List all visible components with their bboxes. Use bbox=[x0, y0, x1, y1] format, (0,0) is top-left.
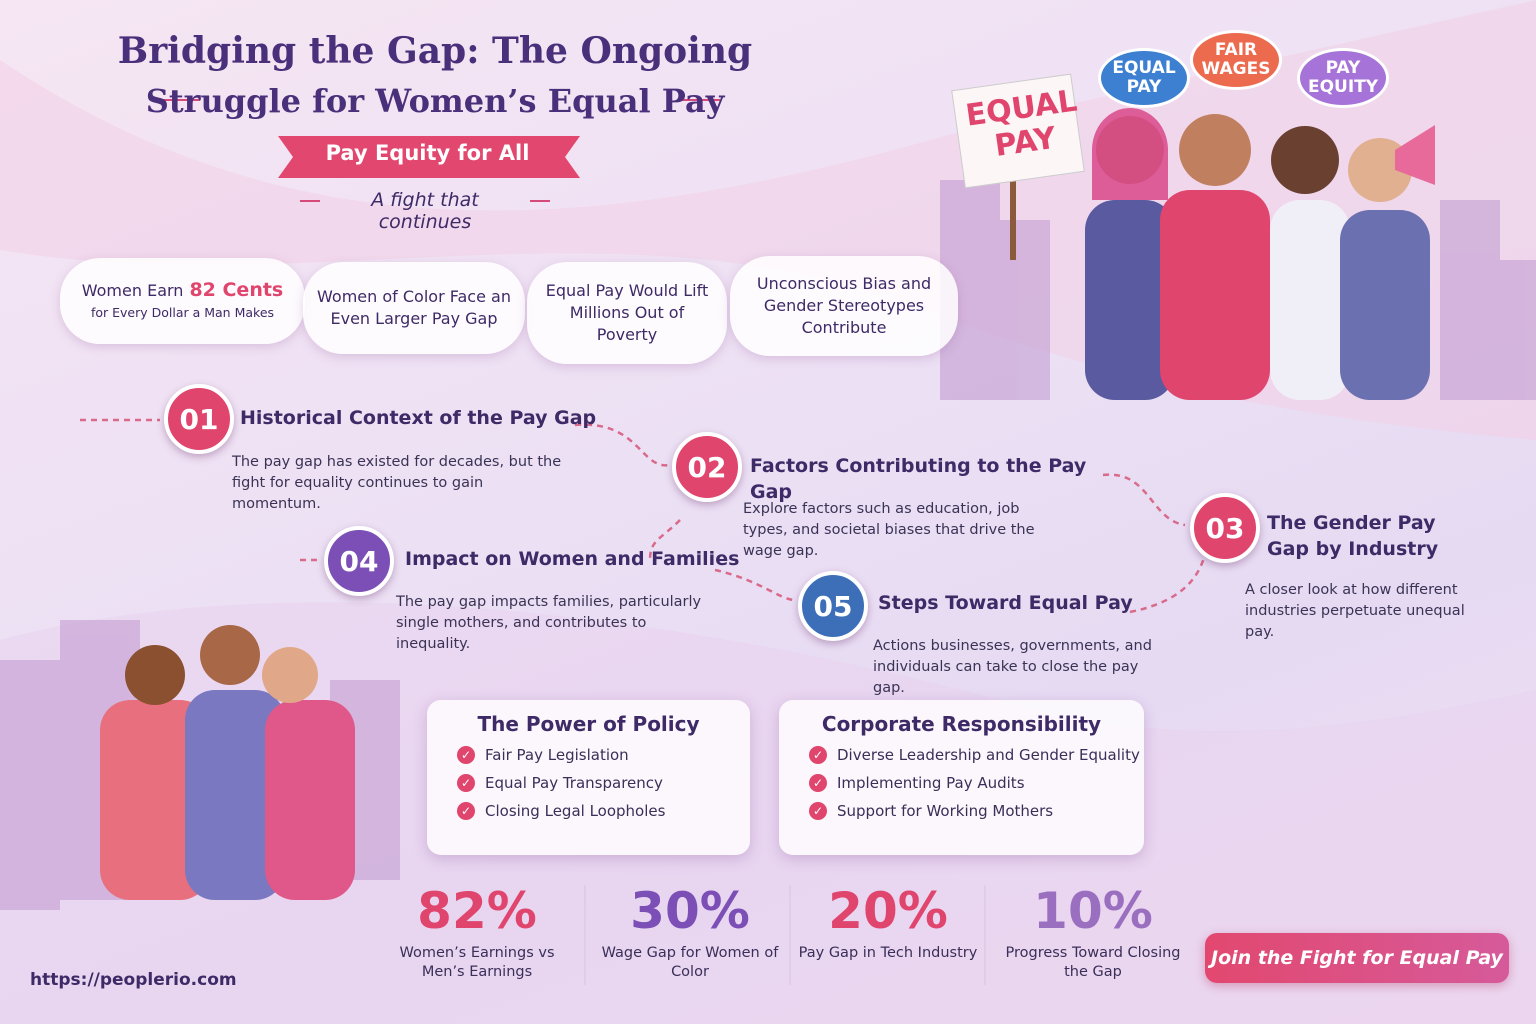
badge: EQUAL PAY bbox=[1098, 48, 1190, 108]
panel-item: ✓ Closing Legal Loopholes bbox=[457, 802, 750, 820]
people-top bbox=[951, 73, 1435, 400]
step-text: The pay gap has existed for decades, but… bbox=[232, 454, 562, 512]
title: Bridging the Gap: The Ongoing bbox=[117, 30, 753, 72]
check-icon: ✓ bbox=[809, 746, 827, 764]
step-title: The Gender Pay Gap by Industry bbox=[1267, 512, 1439, 560]
stat-value: 10% bbox=[1033, 882, 1153, 940]
panel-item: ✓ Diverse Leadership and Gender Equality bbox=[809, 746, 1144, 764]
title: Struggle for Women’s Equal Pay bbox=[145, 82, 725, 120]
check-icon: ✓ bbox=[457, 746, 475, 764]
callout-line: Women Earn 82 Cents bbox=[82, 279, 284, 302]
callout-highlight: 82 Cents bbox=[189, 278, 284, 301]
stat-label: Wage Gap for Women of Color bbox=[601, 945, 779, 980]
panel: The Power of Policy ✓ Fair Pay Legislation… bbox=[427, 700, 750, 855]
stat-label: Pay Gap in Tech Industry bbox=[798, 945, 978, 961]
banner: Pay Equity for All bbox=[325, 141, 530, 165]
tagline: A fight that continues bbox=[371, 189, 479, 233]
callout: Equal Pay Would Lift Millions Out of Pov… bbox=[527, 262, 727, 364]
callout-lead: Women Earn bbox=[81, 280, 184, 300]
stat-label: Progress Toward Closing the Gap bbox=[1005, 945, 1181, 980]
step-title: Impact on Women and Families bbox=[405, 548, 740, 570]
stat-value: 82% bbox=[417, 882, 537, 940]
step-title: Factors Contributing to the Pay Gap bbox=[750, 455, 1087, 503]
panel-item: ✓ Implementing Pay Audits bbox=[809, 774, 1144, 792]
step-number: 05 bbox=[798, 571, 868, 641]
buildings bbox=[0, 180, 1536, 910]
check-icon: ✓ bbox=[457, 802, 475, 820]
badge: PAY EQUITY bbox=[1297, 48, 1389, 108]
panel: Corporate Responsibility ✓ Diverse Leaders… bbox=[779, 700, 1144, 855]
callout: Women of Color Face an Even Larger Pay G… bbox=[303, 262, 525, 354]
panel-title: Corporate Responsibility bbox=[821, 712, 1102, 736]
step-title: Historical Context of the Pay Gap bbox=[240, 407, 597, 429]
badge: FAIR WAGES bbox=[1190, 30, 1282, 90]
step-number: 04 bbox=[324, 526, 394, 596]
banner-ribbon bbox=[278, 136, 580, 178]
check-icon: ✓ bbox=[809, 802, 827, 820]
panel-item-text: Fair Pay Legislation bbox=[485, 746, 629, 764]
step-text: The pay gap impacts families, particular… bbox=[396, 594, 702, 652]
callout: Unconscious Bias and Gender Stereotypes … bbox=[730, 256, 958, 356]
panel-item: ✓ Equal Pay Transparency bbox=[457, 774, 750, 792]
step-title: Steps Toward Equal Pay bbox=[878, 592, 1133, 614]
stat-value: 30% bbox=[630, 882, 750, 940]
panel-item-text: Equal Pay Transparency bbox=[485, 774, 663, 792]
step-number: 02 bbox=[672, 432, 742, 502]
step-text: Explore factors such as education, job t… bbox=[743, 501, 1035, 559]
panel-title: The Power of Policy bbox=[477, 712, 700, 736]
check-icon: ✓ bbox=[457, 774, 475, 792]
panel-item: ✓ Support for Working Mothers bbox=[809, 802, 1144, 820]
stat-value: 20% bbox=[828, 882, 948, 940]
callout: Women Earn 82 Cents for Every Dollar a Man… bbox=[60, 258, 305, 344]
people-bottom bbox=[100, 625, 355, 900]
cta-button[interactable]: Join the Fight for Equal Pay bbox=[1205, 933, 1509, 983]
panel-item-text: Implementing Pay Audits bbox=[837, 774, 1025, 792]
callout-text: Women of Color Face an Even Larger Pay G… bbox=[317, 287, 511, 328]
panel-item-text: Closing Legal Loopholes bbox=[485, 802, 666, 820]
callout-sub: for Every Dollar a Man Makes bbox=[90, 304, 275, 320]
callout-text: Equal Pay Would Lift Millions Out of Pov… bbox=[545, 281, 709, 344]
panel-item: ✓ Fair Pay Legislation bbox=[457, 746, 750, 764]
step-text: A closer look at how different industrie… bbox=[1245, 582, 1465, 640]
url[interactable]: https://peoplerio.com bbox=[30, 970, 237, 990]
step-number: 01 bbox=[164, 384, 234, 454]
step-number: 03 bbox=[1190, 493, 1260, 563]
path-connector bbox=[80, 418, 1207, 614]
step-text: Actions businesses, governments, and ind… bbox=[873, 638, 1152, 696]
panel-item-text: Support for Working Mothers bbox=[837, 802, 1054, 820]
callout-text: Unconscious Bias and Gender Stereotypes … bbox=[756, 274, 932, 337]
panel-item-text: Diverse Leadership and Gender Equality bbox=[837, 746, 1140, 764]
stat-label: Women’s Earnings vs Men’s Earnings bbox=[399, 945, 555, 980]
rule bbox=[160, 99, 720, 202]
check-icon: ✓ bbox=[809, 774, 827, 792]
